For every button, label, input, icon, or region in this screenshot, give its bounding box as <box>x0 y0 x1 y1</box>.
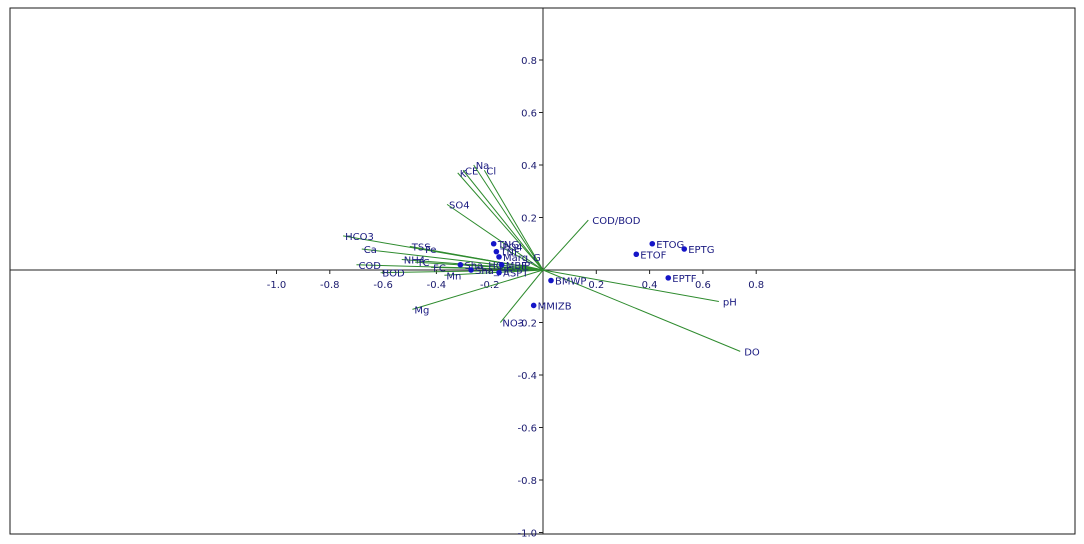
vector-label-fc: FC <box>433 263 446 274</box>
x-tick-label: 0.8 <box>748 280 764 291</box>
vector-label-ca: Ca <box>364 245 377 256</box>
point-label-bmwp: BMWP <box>555 277 586 288</box>
x-tick-label: -0.2 <box>480 280 500 291</box>
point-bmwp <box>548 277 554 284</box>
vector-label-mg: Mg <box>414 305 429 316</box>
point-label-marg-g: Marg_G <box>503 253 541 264</box>
vector-label-nh4: NH4 <box>404 256 425 267</box>
vector-label-tc: TC <box>416 258 430 269</box>
vector-label-so4: SO4 <box>449 200 470 211</box>
y-tick-label: 0.2 <box>521 214 537 225</box>
point-etof <box>633 251 640 258</box>
vector-k <box>457 172 544 271</box>
vector-fe <box>422 248 544 271</box>
vector-label-no3: NO3 <box>502 319 524 330</box>
y-tick-label: -0.2 <box>517 319 537 330</box>
vector-ca <box>361 248 544 271</box>
vector-label-mn: Mn <box>446 271 461 282</box>
point-eptf <box>665 275 672 281</box>
vector-so4 <box>446 203 544 271</box>
vector-label-do: DO <box>744 347 760 358</box>
point-label-etog: ETOG <box>656 240 684 251</box>
point-label-eptg: EPTG <box>688 245 714 256</box>
y-tick-label: 0.6 <box>521 109 537 120</box>
vector-no3 <box>499 269 544 323</box>
vector-fc <box>431 266 544 271</box>
point-tng <box>490 240 497 247</box>
y-tick-label: -0.6 <box>517 424 537 435</box>
point-aspt <box>496 269 502 276</box>
point-label-etof: ETOF <box>640 250 666 261</box>
x-tick-label: -0.8 <box>320 280 340 291</box>
vector-mg <box>412 269 544 310</box>
vector-label-fe: Fe <box>425 245 436 256</box>
point-sha-hf <box>468 267 474 273</box>
vector-label-f: F <box>521 261 527 272</box>
point-label-mmizb: MMIZB <box>538 301 572 312</box>
vector-tc <box>415 261 544 271</box>
point-eptg <box>681 246 688 252</box>
point-label-aspt: ASPT <box>503 269 529 280</box>
vector-do <box>542 269 741 352</box>
vector-cod-bod <box>542 219 589 271</box>
vector-mn <box>444 269 544 276</box>
point-marg-g <box>496 254 502 260</box>
point-tnf <box>493 248 500 255</box>
point-label-sha-hf: Sha_HF <box>475 266 512 277</box>
vector-ph <box>542 269 719 302</box>
vector-label-bod: BOD <box>382 269 405 280</box>
vector-label-cod: COD <box>358 261 381 272</box>
vector-label-hco3: HCO3 <box>345 232 374 243</box>
vector-label-ce: CE <box>465 166 478 177</box>
x-tick-label: -1.0 <box>267 280 287 291</box>
y-tick-label: 0.4 <box>521 161 537 172</box>
point-label-sha-hg: Sha_HG <box>464 261 503 272</box>
x-tick-label: -0.6 <box>373 280 393 291</box>
x-tick-label: 0.6 <box>695 280 711 291</box>
x-tick-label: 0.4 <box>642 280 658 291</box>
vector-f <box>518 264 544 271</box>
point-etog <box>649 240 656 247</box>
y-tick-label: -1.0 <box>517 529 537 540</box>
point-label-mbip: MBIP <box>506 261 530 272</box>
x-tick-label: 0.2 <box>588 280 604 291</box>
vector-label-ph: pH <box>723 298 737 309</box>
vector-na <box>473 164 544 271</box>
point-label-eptf: EPTF <box>672 274 696 285</box>
y-axis-ticks: 0.8 0.6 0.4 0.2 -0.2 -0.4 -0.6 -0.8 -1.0 <box>517 56 543 540</box>
vector-label-cl: Cl <box>486 166 496 177</box>
x-tick-label: -0.4 <box>427 280 447 291</box>
y-tick-label: -0.8 <box>517 476 537 487</box>
vector-cl <box>483 169 544 271</box>
vector-label-k: K <box>460 169 467 180</box>
vector-label-po4: PO4 <box>502 242 522 253</box>
point-label-tng: TNG <box>497 240 519 251</box>
vector-bod <box>380 269 544 274</box>
point-label-tnf: TNF <box>499 248 520 259</box>
vector-label-cod-bod: COD/BOD <box>592 216 640 227</box>
vector-label-na: Na <box>476 161 490 172</box>
vector-ce <box>462 169 544 271</box>
vector-label-tss: TSS <box>411 242 431 253</box>
point-mmizb <box>530 302 537 309</box>
vector-po4 <box>500 245 544 271</box>
y-tick-label: -0.4 <box>517 371 537 382</box>
y-tick-label: 0.8 <box>521 56 537 67</box>
point-sha-hg <box>457 261 464 268</box>
point-mbip <box>498 261 505 268</box>
